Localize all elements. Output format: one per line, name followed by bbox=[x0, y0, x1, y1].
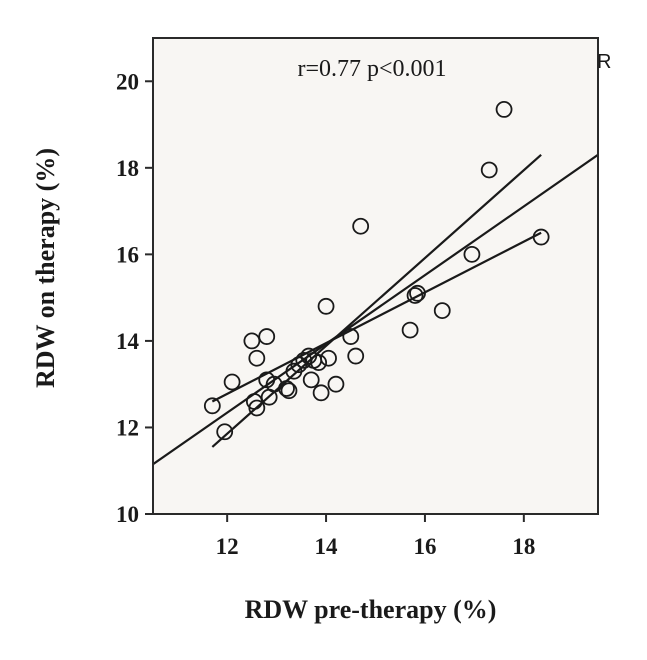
regression-lines bbox=[153, 153, 598, 466]
data-point-30 bbox=[433, 302, 451, 320]
regression-line-lower-ci bbox=[211, 231, 542, 403]
data-point-25 bbox=[347, 347, 365, 365]
data-point-2 bbox=[223, 373, 241, 391]
data-point-14 bbox=[290, 356, 308, 374]
data-point-24 bbox=[342, 328, 360, 345]
y-tick-label-18: 18 bbox=[116, 156, 139, 181]
regression-line-fit bbox=[153, 153, 598, 466]
data-point-26 bbox=[352, 217, 370, 235]
data-point-6 bbox=[248, 349, 266, 367]
data-point-10 bbox=[265, 375, 283, 393]
x-tick-label-12: 12 bbox=[216, 534, 239, 559]
data-point-29 bbox=[409, 284, 426, 302]
data-point-5 bbox=[248, 399, 266, 417]
data-point-22 bbox=[320, 349, 337, 367]
data-point-32 bbox=[480, 161, 498, 179]
data-point-7 bbox=[258, 328, 276, 345]
data-point-11 bbox=[278, 380, 295, 397]
corner-label: R bbox=[597, 51, 611, 73]
y-tick-label-10: 10 bbox=[116, 502, 139, 527]
x-axis: 12 14 16 18 bbox=[216, 514, 535, 559]
data-point-23 bbox=[327, 375, 345, 393]
data-point-27 bbox=[401, 321, 419, 339]
y-tick-label-14: 14 bbox=[116, 329, 140, 354]
y-tick-label-20: 20 bbox=[116, 69, 139, 94]
data-point-28 bbox=[406, 287, 424, 304]
data-point-19 bbox=[310, 354, 328, 371]
data-point-20 bbox=[312, 384, 330, 402]
data-point-12 bbox=[280, 382, 298, 400]
data-point-31 bbox=[463, 245, 481, 263]
data-point-1 bbox=[216, 423, 234, 441]
data-point-0 bbox=[203, 397, 221, 415]
data-point-34 bbox=[532, 228, 550, 246]
y-tick-label-12: 12 bbox=[116, 415, 139, 440]
correlation-annotation: r=0.77 p<0.001 bbox=[297, 56, 446, 82]
data-point-3 bbox=[243, 332, 261, 350]
regression-line-upper-ci bbox=[211, 154, 542, 448]
x-axis-title: RDW pre-therapy (%) bbox=[245, 595, 497, 624]
x-tick-label-16: 16 bbox=[413, 534, 436, 559]
y-axis: 10 12 14 16 18 20 bbox=[116, 69, 153, 527]
data-points bbox=[203, 101, 550, 441]
x-tick-label-14: 14 bbox=[315, 534, 339, 559]
data-point-33 bbox=[495, 101, 513, 118]
plot-area bbox=[153, 38, 598, 514]
x-tick-label-18: 18 bbox=[512, 534, 535, 559]
y-tick-label-16: 16 bbox=[116, 242, 139, 267]
data-point-21 bbox=[317, 297, 335, 315]
data-point-17 bbox=[302, 371, 320, 389]
y-axis-title: RDW on therapy (%) bbox=[31, 148, 60, 388]
plot-frame bbox=[152, 37, 599, 515]
